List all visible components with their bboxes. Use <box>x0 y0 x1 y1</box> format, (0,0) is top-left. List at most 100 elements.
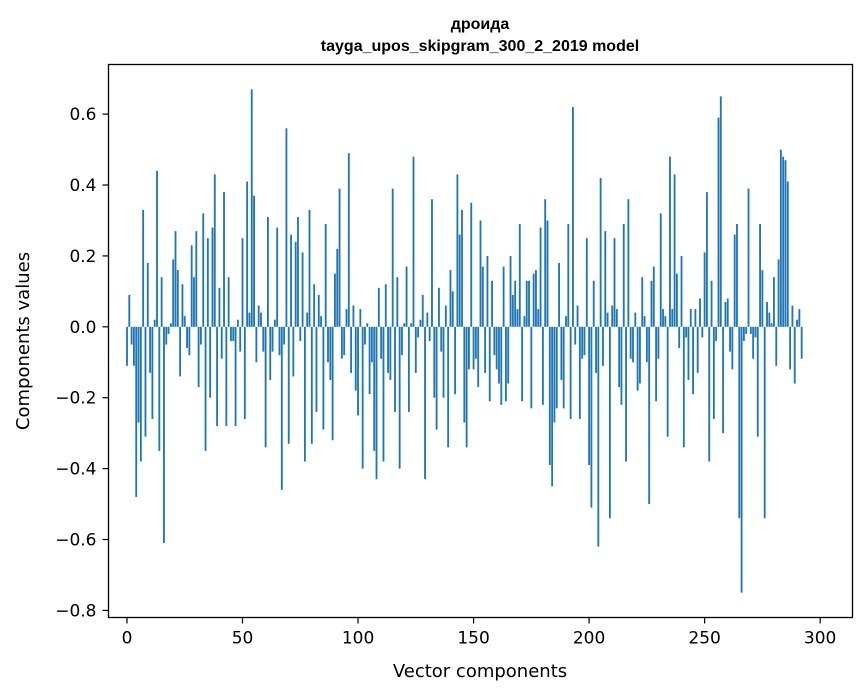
bar <box>560 326 563 380</box>
bar <box>710 280 713 327</box>
bar <box>329 326 332 380</box>
bar <box>193 277 195 327</box>
bar <box>532 273 535 327</box>
bar <box>373 326 376 451</box>
bar <box>726 298 729 327</box>
bar <box>729 326 731 352</box>
bar <box>414 326 417 373</box>
bar <box>650 280 653 327</box>
bar <box>615 309 618 327</box>
bar <box>749 326 752 334</box>
bar <box>167 326 170 334</box>
bar <box>139 326 142 462</box>
bar <box>581 326 584 359</box>
bar <box>657 326 660 359</box>
bar <box>712 326 715 419</box>
bar <box>523 316 526 327</box>
bar <box>359 309 362 327</box>
bar <box>752 326 755 359</box>
bar <box>800 326 803 359</box>
bar <box>340 326 343 359</box>
bar <box>431 199 433 327</box>
bar <box>604 231 607 327</box>
bar <box>213 174 216 327</box>
bar <box>444 305 447 327</box>
bar <box>539 227 542 327</box>
bar <box>784 160 787 327</box>
bar <box>465 326 468 448</box>
bar <box>236 319 239 327</box>
bar <box>421 294 424 327</box>
bar <box>350 326 353 373</box>
bar <box>128 294 131 327</box>
bar <box>786 181 789 327</box>
bar <box>405 266 408 327</box>
bar <box>338 188 341 327</box>
bar <box>567 224 570 327</box>
bar <box>759 224 761 327</box>
bar <box>384 284 387 327</box>
bar <box>324 224 327 327</box>
y-tick-label: −0.4 <box>55 460 96 480</box>
bar <box>257 305 260 327</box>
bar <box>793 326 796 384</box>
bar <box>394 326 396 412</box>
bar <box>789 326 792 370</box>
bar <box>241 238 244 327</box>
bar <box>292 326 295 377</box>
bar <box>791 305 794 327</box>
bar <box>486 255 489 327</box>
bar <box>273 319 276 327</box>
bar <box>611 305 614 327</box>
bar <box>740 326 743 593</box>
bar <box>206 238 209 327</box>
bar <box>308 209 311 327</box>
bar <box>250 89 253 327</box>
bar <box>407 326 410 412</box>
bar <box>248 312 251 327</box>
bar <box>137 326 140 423</box>
bar <box>768 312 771 327</box>
bar <box>246 181 249 327</box>
x-tick-label: 200 <box>573 629 605 649</box>
bar <box>437 287 440 327</box>
bar <box>398 326 401 469</box>
bar <box>694 309 697 327</box>
bar <box>232 326 235 341</box>
bar <box>447 326 450 448</box>
bar <box>449 270 452 327</box>
bar <box>322 326 325 430</box>
bar <box>424 326 426 480</box>
bar <box>160 277 163 327</box>
bars-group <box>126 89 803 593</box>
bar <box>195 231 198 327</box>
bar <box>493 326 496 356</box>
bar <box>562 326 565 409</box>
chart-title: дроида <box>451 16 510 33</box>
bar <box>331 326 334 441</box>
x-tick-label: 300 <box>804 629 836 649</box>
bar <box>715 326 718 341</box>
bar <box>442 326 445 398</box>
chart-subtitle: tayga_upos_skipgram_300_2_2019 model <box>321 38 639 55</box>
bar <box>558 263 560 327</box>
bar <box>514 280 517 327</box>
bar <box>576 305 579 327</box>
bar <box>456 174 459 327</box>
bar <box>518 224 521 327</box>
y-axis-label: Components values <box>13 252 34 430</box>
bar <box>181 284 184 327</box>
bar <box>592 280 595 327</box>
plot-frame <box>107 63 854 619</box>
bar <box>435 326 438 430</box>
bar <box>770 323 773 327</box>
bar <box>151 326 154 419</box>
bar <box>315 326 318 412</box>
bar <box>574 326 577 345</box>
x-tick-label: 100 <box>342 629 374 649</box>
bar <box>396 277 399 327</box>
bar <box>659 213 662 327</box>
bar <box>197 326 200 388</box>
bar <box>220 326 223 359</box>
bar <box>468 326 470 370</box>
